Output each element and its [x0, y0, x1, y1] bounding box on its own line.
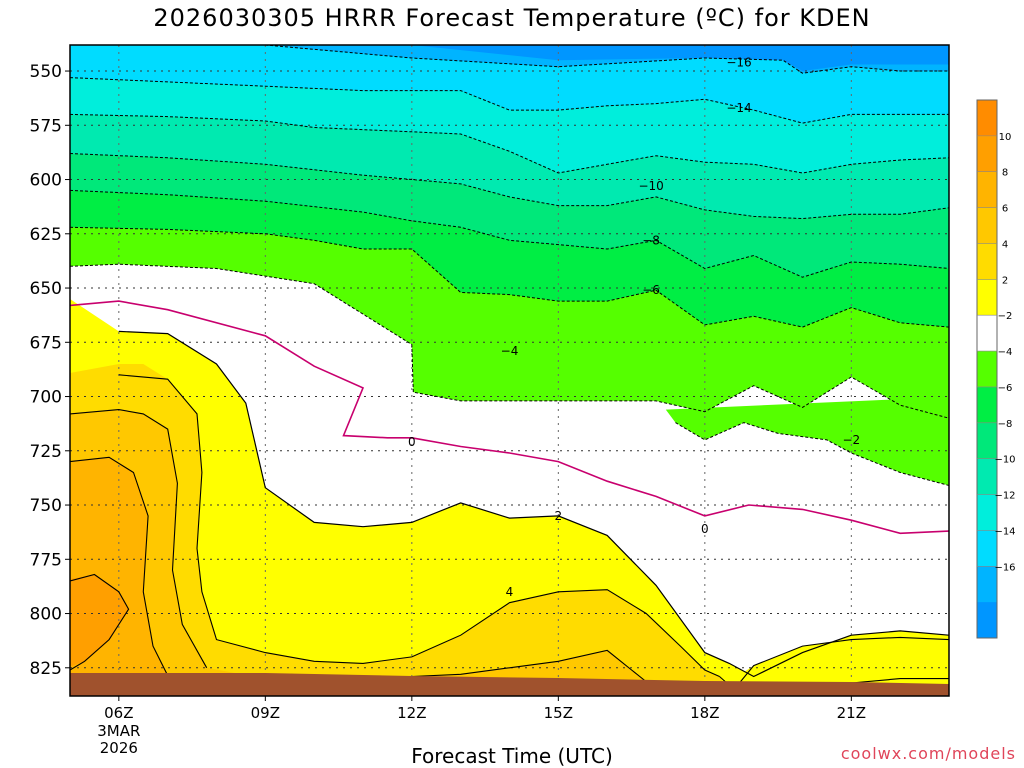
y-tick-label-800: 800 [30, 605, 62, 625]
colorbar-segment-14 [977, 602, 997, 639]
contour-label-0: −16 [726, 55, 751, 69]
isotherm-temp_-4 [70, 263, 949, 419]
isotherm-temp_-2 [675, 422, 949, 486]
colorbar-segment-13 [977, 566, 997, 603]
isotherm-warm-0 [118, 374, 720, 678]
colorbar-segment-0 [977, 100, 997, 137]
temperature-fill-layers [70, 45, 949, 696]
y-tick-label-700: 700 [30, 388, 62, 408]
contour-label-10: 4 [506, 585, 514, 599]
fill-minus-16-coldest [411, 45, 949, 71]
terrain-ground [70, 673, 949, 696]
chart-title: 2026030305 HRRR Forecast Temperature (ºC… [153, 4, 871, 32]
colorbar-label-2: 6 [1002, 204, 1008, 215]
isotherm-temp_0 [70, 300, 949, 535]
isotherm-lines [70, 45, 949, 691]
contour-label-9: 2 [555, 509, 563, 523]
x-tick-sublabel-0: 3MAR [97, 722, 140, 740]
colorbar-segment-5 [977, 279, 997, 316]
x-tick-label-09Z: 09Z [251, 704, 280, 722]
fill-plus-10 [70, 574, 129, 667]
isotherm-temp_-16 [70, 45, 949, 74]
contour-label-3: −8 [642, 233, 660, 247]
colorbar-label-11: −14 [994, 526, 1015, 537]
isotherm-temp_2 [118, 330, 949, 678]
isotherm-warm-2 [70, 456, 173, 686]
credit-text: coolwx.com/models [840, 744, 1016, 763]
colorbar-label-1: 8 [1002, 168, 1008, 179]
x-tick-sublabel-1: 2026 [100, 739, 138, 757]
terrain-fill [70, 673, 949, 696]
colorbar-label-10: −12 [994, 491, 1015, 502]
isotherm-temp_-6 [70, 226, 949, 328]
colorbar-label-6: −4 [998, 347, 1013, 358]
isotherm-temp_-10 [70, 153, 949, 220]
colorbar-label-4: 2 [1002, 275, 1008, 286]
contour-label-5: −4 [501, 344, 519, 358]
isotherm-temp_-14 [70, 77, 949, 124]
colorbar-segment-8 [977, 386, 997, 424]
colorbar-label-3: 4 [1002, 239, 1008, 250]
y-tick-label-725: 725 [30, 442, 62, 462]
y-tick-label-825: 825 [30, 659, 62, 679]
colorbar-segment-6 [977, 315, 997, 352]
contour-label-4: −6 [642, 283, 660, 297]
colorbar-label-12: −16 [994, 562, 1015, 573]
colorbar-segment-3 [977, 207, 997, 244]
isotherm-warm-3 [70, 573, 130, 671]
x-tick-label-06Z: 06Z [104, 704, 133, 722]
colorbar-segment-9 [977, 422, 997, 460]
colorbar-segment-4 [977, 243, 997, 280]
colorbar-label-9: −10 [994, 455, 1015, 466]
isotherm-temp_-12 [70, 113, 949, 174]
colorbar-segment-12 [977, 530, 997, 567]
colorbar-segment-1 [977, 135, 997, 173]
contour-label-7: 0 [408, 435, 416, 449]
colorbar-frame [976, 99, 998, 639]
y-tick-label-600: 600 [30, 171, 62, 191]
contour-label-1: −14 [726, 101, 751, 115]
y-tick-label-775: 775 [30, 550, 62, 570]
fill-minus-14-layer [70, 45, 949, 124]
contour-label-2: −10 [638, 179, 663, 193]
fill-minus-2-layer [665, 396, 949, 486]
colorbar-label-5: −2 [998, 311, 1013, 322]
colorbar-segment-11 [977, 494, 997, 531]
y-tick-label-625: 625 [30, 225, 62, 245]
isotherm-warm-1 [70, 409, 208, 669]
y-tick-label-650: 650 [30, 279, 62, 299]
y-tick-label-550: 550 [30, 62, 62, 82]
colorbar-label-8: −8 [998, 419, 1013, 430]
plot-frame [69, 44, 950, 697]
colorbar-label-7: −6 [998, 383, 1013, 394]
colorbar-segment-2 [977, 171, 997, 209]
colorbar: 10 8 6 4 2 −2 −4 −6 −8 −10 −12 −14 −16 [976, 99, 1016, 639]
fill-plus-4 [70, 364, 732, 696]
fill-plus-2-lower-right [722, 637, 949, 696]
x-tick-label-12Z: 12Z [397, 704, 426, 722]
contour-label-6: −2 [842, 433, 860, 447]
contour-labels: −16 −14 −10 −8 −6 −4 −2 0 0 2 4 [408, 55, 860, 599]
x-tick-label-15Z: 15Z [544, 704, 573, 722]
y-tick-label-575: 575 [30, 116, 62, 136]
y-tick-label-750: 750 [30, 496, 62, 516]
x-tick-label-21Z: 21Z [837, 704, 866, 722]
colorbar-label-0: 10 [999, 132, 1012, 143]
contour-label-8: 0 [701, 522, 709, 536]
axes: 550 575 600 625 650 675 700 725 750 775 800 825 06Z3… [30, 62, 866, 757]
y-tick-label-675: 675 [30, 333, 62, 353]
x-axis-label: Forecast Time (UTC) [411, 744, 613, 768]
colorbar-segment-7 [977, 351, 997, 388]
isotherm-temp_-8 [70, 189, 949, 278]
colorbar-segment-10 [977, 458, 997, 496]
x-tick-label-18Z: 18Z [690, 704, 719, 722]
